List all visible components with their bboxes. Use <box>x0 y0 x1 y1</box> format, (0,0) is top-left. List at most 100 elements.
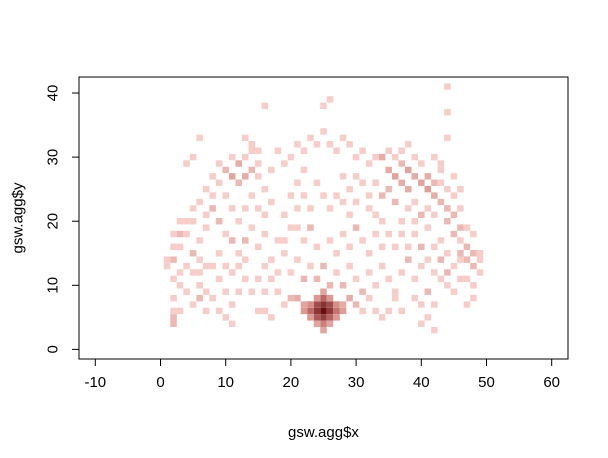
heatmap-cell <box>326 307 334 315</box>
heatmap-cell <box>255 173 262 180</box>
heatmap-cell <box>424 224 432 231</box>
heatmap-cell <box>385 147 392 154</box>
heatmap-cell <box>398 230 405 238</box>
heatmap-cell <box>222 192 229 199</box>
heatmap-cell <box>281 237 288 244</box>
heatmap-cell <box>463 275 471 283</box>
heatmap-cell <box>378 153 386 161</box>
heatmap-cell <box>352 173 360 180</box>
heatmap-cell <box>457 250 464 257</box>
heatmap-cell <box>209 294 216 302</box>
heatmap-cell <box>391 153 399 161</box>
heatmap-cell <box>274 147 282 154</box>
heatmap-cell <box>372 153 379 161</box>
heatmap-cell <box>307 224 314 231</box>
heatmap-cell <box>450 230 458 238</box>
heatmap-cell <box>209 262 216 270</box>
y-axis-title: gsw.agg$y <box>10 182 27 253</box>
heatmap-cell <box>268 275 275 283</box>
heatmap-cell <box>196 256 203 263</box>
heatmap-cell <box>457 205 464 212</box>
heatmap-cell <box>209 173 216 180</box>
heatmap-cell <box>196 269 203 276</box>
heatmap-cell <box>326 237 334 244</box>
heatmap-cell <box>163 262 171 270</box>
heatmap-cell <box>222 230 229 238</box>
heatmap-cell <box>476 269 484 276</box>
heatmap-cell <box>320 262 327 270</box>
heatmap-cell <box>281 211 288 218</box>
heatmap-cell <box>261 230 269 238</box>
x-tick-label: 20 <box>283 374 300 391</box>
heatmap-cell <box>372 282 379 289</box>
heatmap-cell <box>418 262 425 270</box>
heatmap-cell <box>391 294 399 302</box>
heatmap-cell <box>235 160 242 167</box>
heatmap-cell <box>418 211 425 218</box>
heatmap-cell <box>189 218 197 225</box>
heatmap-cell <box>287 153 295 161</box>
heatmap-cell <box>170 294 177 302</box>
heatmap-cell <box>189 250 197 257</box>
heatmap-cell <box>320 102 327 110</box>
heatmap-cell <box>170 256 177 263</box>
heatmap-cell <box>235 218 242 225</box>
heatmap-cell <box>215 275 223 283</box>
heatmap-cell <box>215 160 223 167</box>
heatmap-cell <box>222 262 229 270</box>
heatmap-cell <box>255 243 262 251</box>
heatmap-cell <box>476 250 484 257</box>
heatmap-cell <box>281 250 288 257</box>
heatmap-cell <box>176 307 184 315</box>
heatmap-cell <box>294 179 301 186</box>
heatmap-cell <box>405 256 412 263</box>
heatmap-cell <box>444 83 451 90</box>
heatmap-cell <box>424 256 432 263</box>
heatmap-cell <box>333 250 340 257</box>
heatmap-cell <box>294 141 301 148</box>
heatmap-cell <box>228 301 236 308</box>
heatmap-cell <box>352 153 360 161</box>
heatmap-cell <box>189 301 197 308</box>
heatmap-cell <box>333 192 340 199</box>
heatmap-cell <box>411 294 419 302</box>
heatmap-cell <box>339 173 347 180</box>
heatmap-cell <box>457 275 464 283</box>
heatmap-cell <box>431 269 438 276</box>
heatmap-cell <box>300 275 308 283</box>
heatmap-cell <box>365 192 373 199</box>
heatmap-cell <box>320 288 327 295</box>
heatmap-cell <box>346 141 353 148</box>
heatmap-cell <box>183 160 190 167</box>
heatmap-cell <box>268 166 275 174</box>
heatmap-cell <box>294 294 301 302</box>
heatmap-cell <box>437 179 445 186</box>
heatmap-cell <box>313 275 321 283</box>
heatmap-cell <box>307 307 314 315</box>
heatmap-cell <box>313 294 321 302</box>
heatmap-cell <box>300 147 308 154</box>
heatmap-cell <box>261 211 269 218</box>
heatmap-cell <box>209 192 216 199</box>
heatmap-cell <box>359 237 366 244</box>
heatmap-cell <box>437 166 445 174</box>
heatmap-cell <box>418 179 425 186</box>
heatmap-cell <box>424 185 432 193</box>
heatmap-cell <box>326 320 334 327</box>
heatmap-cell <box>202 224 210 231</box>
x-tick-label: 40 <box>413 374 430 391</box>
heatmap-cell <box>398 218 405 225</box>
heatmap-cell <box>326 282 334 289</box>
heatmap-cell <box>202 262 210 270</box>
heatmap-cell <box>470 294 477 302</box>
heatmap-cell <box>170 275 177 283</box>
heatmap-cell <box>398 307 405 315</box>
heatmap-cell <box>346 262 353 270</box>
heatmap-cell <box>313 314 321 321</box>
heatmap-cell <box>463 243 471 251</box>
heatmap-cell <box>359 307 366 315</box>
heatmap-cell <box>222 166 229 174</box>
heatmap-cell <box>320 294 327 302</box>
heatmap-cell <box>287 224 295 231</box>
x-tick-label: 10 <box>217 374 234 391</box>
